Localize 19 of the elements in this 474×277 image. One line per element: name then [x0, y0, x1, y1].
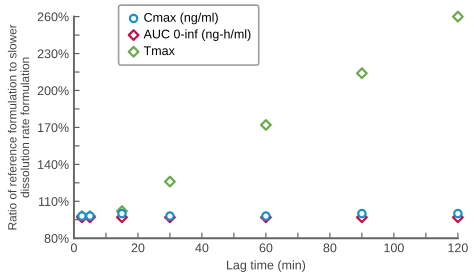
legend-label: AUC 0-inf (ng-h/ml) — [144, 29, 250, 41]
x-tick-label: 20 — [132, 243, 144, 252]
y-tick-label: 260% — [38, 12, 69, 22]
y-axis-title: Ratio of reference formulation to slower dissolution rate formulation — [8, 24, 30, 230]
legend-label: Tmax — [144, 46, 175, 56]
legend-label: Cmax (ng/ml) — [144, 12, 218, 24]
x-tick-label: 100 — [384, 243, 404, 252]
y-tick-label: 170% — [38, 123, 69, 132]
x-axis-title: Lag time (min) — [227, 260, 306, 272]
y-tick-label: 80% — [44, 234, 69, 243]
x-tick-label: 40 — [195, 243, 208, 252]
y-tick-label: 110% — [38, 197, 69, 206]
x-tick-label: 60 — [260, 243, 272, 252]
y-tick-label: 140% — [38, 160, 69, 170]
x-tick-label: 120 — [448, 243, 468, 252]
x-tick-label: 80 — [323, 243, 336, 252]
y-tick-label: 230% — [38, 49, 69, 58]
x-tick-label: 0 — [70, 243, 77, 252]
y-tick-label: 200% — [38, 86, 69, 96]
